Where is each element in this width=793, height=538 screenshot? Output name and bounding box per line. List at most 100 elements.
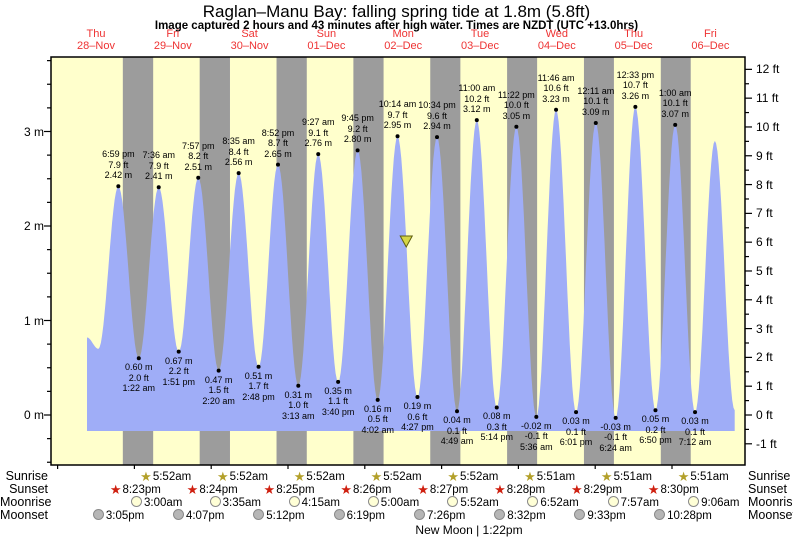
extreme-dot [693, 410, 698, 415]
moonrise-icon [131, 496, 142, 507]
peak-annotation: 8:52 pm 8.7 ft 2.65 m [261, 127, 295, 159]
moonrise-icon [527, 496, 539, 507]
sunrise-entry: ★5:51am [678, 470, 729, 483]
sunset-icon: ★ [340, 482, 353, 497]
y-axis-label-left: 2 m [23, 219, 44, 233]
y-axis-label-right: 9 ft [756, 148, 773, 163]
row-label-moonrise-right: Moonrise [748, 495, 793, 509]
y-axis-label-right: 1 ft [756, 379, 773, 394]
y-axis-label-right: 3 ft [756, 321, 773, 336]
trough-annotation: 0.16 m 0.5 ft 4:02 am [361, 403, 394, 435]
extreme-dot [316, 152, 321, 157]
y-axis-label-right: -1 ft [756, 436, 777, 451]
moonrise-time: 5:52am [460, 497, 499, 509]
day-label: Sun 01–Dec [307, 28, 346, 52]
extreme-dot [435, 135, 440, 140]
sunset-time: 8:26pm [353, 484, 392, 496]
sunrise-icon: ★ [216, 469, 229, 484]
moonrise-icon [447, 496, 459, 507]
sunset-time: 8:28pm [506, 484, 546, 496]
extreme-dot [653, 408, 658, 413]
row-label-moonset-right: Moonset [748, 508, 793, 522]
extreme-dot [554, 107, 559, 112]
sunrise-time: 5:52am [152, 471, 192, 483]
moonset-entry: 7:26pm [413, 509, 465, 522]
day-label: Mon 02–Dec [384, 28, 423, 52]
row-label-sunset-left: Sunset [9, 482, 48, 496]
row-label-sunset-right: Sunset [748, 482, 787, 496]
sunrise-entry: ★5:52am [447, 470, 498, 483]
sunset-entry: ★8:23pm [110, 483, 161, 496]
sunset-icon: ★ [570, 482, 583, 497]
extreme-dot [375, 397, 380, 402]
sunset-icon: ★ [494, 482, 506, 497]
extreme-dot [296, 383, 301, 388]
moonrise-time: 7:57am [620, 497, 659, 509]
sunset-time: 8:23pm [122, 484, 161, 496]
moonset-time: 3:05pm [105, 510, 145, 522]
sunset-entry: ★8:28pm [494, 483, 545, 496]
sunrise-entry: ★5:51am [524, 470, 575, 483]
extreme-dot [156, 185, 161, 190]
extreme-dot [256, 364, 261, 369]
moonset-icon [172, 509, 184, 520]
extreme-dot [116, 184, 121, 189]
y-axis-label-right: 11 ft [756, 91, 779, 106]
extreme-dot [395, 134, 400, 139]
extreme-dot [494, 405, 499, 410]
sunrise-time: 5:52am [460, 471, 499, 483]
y-axis-label-right: 0 ft [756, 408, 773, 422]
y-axis-label-right: 2 ft [756, 350, 773, 365]
sunset-entry: ★8:25pm [264, 483, 315, 496]
sunset-time: 8:30pm [660, 484, 699, 496]
peak-annotation: 11:22 pm 10.0 ft 3.05 m [497, 89, 535, 121]
moonset-entry: 10:28pm [654, 509, 712, 522]
new-moon-label: New Moon | 1:22pm [415, 523, 523, 537]
moonset-icon [413, 509, 425, 520]
trough-annotation: 0.51 m 1.7 ft 2:48 pm [242, 370, 275, 402]
page-title: Raglan–Manu Bay: falling spring tide at … [202, 2, 591, 21]
sunset-entry: ★8:26pm [340, 483, 391, 496]
sunrise-icon: ★ [140, 469, 152, 484]
day-label: Thu 05–Dec [614, 28, 653, 52]
moonrise-entry: 4:15am [288, 496, 340, 509]
extreme-dot [355, 148, 360, 153]
moonrise-entry: 3:00am [131, 496, 182, 509]
day-label: Sat 30–Nov [230, 28, 269, 52]
moonset-entry: 6:19pm [333, 509, 385, 522]
moonrise-time: 3:00am [144, 497, 183, 509]
peak-annotation: 11:00 am 10.2 ft 3.12 m [458, 83, 496, 115]
moonrise-entry: 6:52am [527, 496, 579, 509]
trough-annotation: 0.04 m 0.1 ft 4:49 am [440, 415, 474, 447]
sunrise-icon: ★ [293, 469, 306, 484]
moonset-entry: 9:33pm [574, 509, 626, 522]
sunrise-time: 5:52am [306, 471, 345, 483]
sunset-icon: ★ [109, 482, 122, 497]
row-label-sunrise-right: Sunrise [748, 469, 791, 483]
moonrise-icon [209, 496, 221, 507]
y-axis-label-right: 5 ft [756, 263, 773, 278]
sunrise-icon: ★ [524, 469, 536, 484]
moonrise-time: 6:52am [540, 497, 579, 509]
trough-annotation: 0.05 m 0.2 ft 6:50 pm [639, 414, 672, 446]
y-axis-label-right: 8 ft [756, 177, 773, 192]
moonrise-icon [607, 496, 619, 507]
extreme-dot [236, 171, 241, 176]
peak-annotation: 1:00 am 10.1 ft 3.07 m [658, 87, 692, 119]
peak-annotation: 8:35 am 8.4 ft 2.56 m [222, 136, 255, 168]
capture-time-marker [399, 235, 414, 249]
extreme-dot [474, 118, 479, 123]
peak-annotation: 12:33 pm 10.7 ft 3.26 m [616, 69, 655, 101]
trough-annotation: 0.31 m 1.0 ft 3:13 am [282, 389, 315, 421]
moonrise-time: 4:15am [301, 497, 340, 509]
peak-annotation: 9:45 pm 9.2 ft 2.80 m [341, 113, 374, 145]
peak-annotation: 12:11 am 10.1 ft 3.09 m [577, 85, 615, 117]
sunrise-time: 5:51am [690, 471, 729, 483]
sunrise-icon: ★ [677, 469, 690, 484]
sunset-time: 8:29pm [583, 484, 622, 496]
y-axis-label-right: 6 ft [756, 235, 773, 250]
plot-border [50, 56, 746, 466]
sunrise-entry: ★5:52am [294, 470, 345, 483]
